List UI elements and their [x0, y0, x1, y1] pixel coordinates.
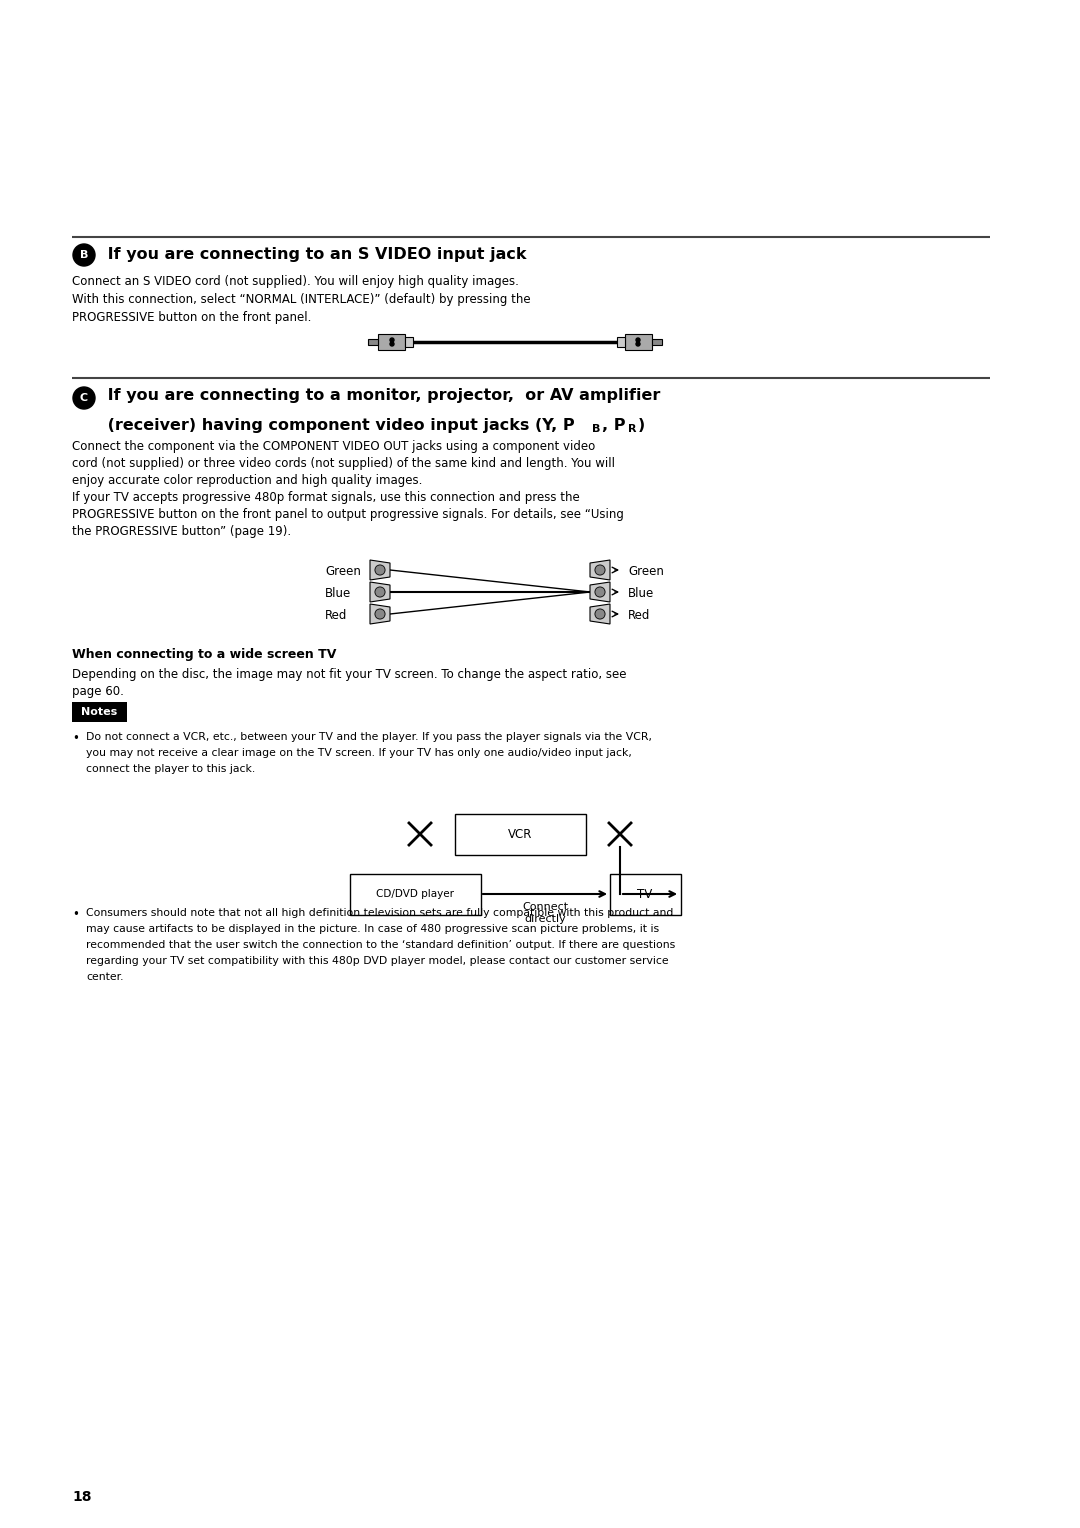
Text: Connect an S VIDEO cord (not supplied). You will enjoy high quality images.: Connect an S VIDEO cord (not supplied). … [72, 275, 518, 287]
Polygon shape [370, 559, 390, 581]
Text: cord (not supplied) or three video cords (not supplied) of the same kind and len: cord (not supplied) or three video cords… [72, 457, 615, 471]
Text: PROGRESSIVE button on the front panel.: PROGRESSIVE button on the front panel. [72, 312, 311, 324]
Text: ): ) [638, 419, 645, 432]
Circle shape [595, 587, 605, 597]
Polygon shape [378, 335, 405, 350]
Polygon shape [370, 604, 390, 623]
Text: If you are connecting to an S VIDEO input jack: If you are connecting to an S VIDEO inpu… [102, 248, 527, 261]
Circle shape [595, 565, 605, 575]
Text: TV: TV [637, 888, 652, 900]
Text: If your TV accepts progressive 480p format signals, use this connection and pres: If your TV accepts progressive 480p form… [72, 490, 580, 504]
Circle shape [595, 610, 605, 619]
Text: center.: center. [86, 972, 123, 983]
FancyBboxPatch shape [609, 874, 680, 914]
Text: Green: Green [325, 565, 361, 578]
FancyBboxPatch shape [72, 701, 127, 723]
Text: connect the player to this jack.: connect the player to this jack. [86, 764, 255, 775]
Polygon shape [625, 335, 652, 350]
Polygon shape [590, 559, 610, 581]
Text: enjoy accurate color reproduction and high quality images.: enjoy accurate color reproduction and hi… [72, 474, 422, 487]
Circle shape [375, 565, 384, 575]
FancyBboxPatch shape [350, 874, 481, 914]
Circle shape [375, 587, 384, 597]
Text: , P: , P [602, 419, 625, 432]
Text: PROGRESSIVE button on the front panel to output progressive signals. For details: PROGRESSIVE button on the front panel to… [72, 507, 624, 521]
Text: Green: Green [627, 565, 664, 578]
Circle shape [73, 244, 95, 266]
Circle shape [636, 342, 640, 345]
Circle shape [390, 338, 394, 342]
Text: you may not receive a clear image on the TV screen. If your TV has only one audi: you may not receive a clear image on the… [86, 749, 632, 758]
Text: Red: Red [325, 610, 348, 622]
FancyBboxPatch shape [652, 339, 662, 345]
Text: Blue: Blue [627, 587, 654, 601]
Text: R: R [627, 423, 636, 434]
FancyBboxPatch shape [455, 813, 585, 854]
Text: •: • [72, 732, 79, 746]
Text: Consumers should note that not all high definition television sets are fully com: Consumers should note that not all high … [86, 908, 673, 918]
Text: Depending on the disc, the image may not fit your TV screen. To change the aspec: Depending on the disc, the image may not… [72, 668, 626, 681]
Circle shape [390, 342, 394, 345]
Circle shape [73, 387, 95, 410]
Text: 18: 18 [72, 1490, 92, 1504]
Polygon shape [370, 582, 390, 602]
Text: Connect the component via the COMPONENT VIDEO OUT jacks using a component video: Connect the component via the COMPONENT … [72, 440, 595, 452]
FancyBboxPatch shape [368, 339, 378, 345]
Text: page 60.: page 60. [72, 685, 124, 698]
Polygon shape [590, 604, 610, 623]
Text: Notes: Notes [81, 707, 117, 717]
Text: C: C [80, 393, 89, 403]
Text: •: • [72, 908, 79, 921]
FancyBboxPatch shape [617, 338, 625, 347]
Polygon shape [590, 582, 610, 602]
Text: Do not connect a VCR, etc., between your TV and the player. If you pass the play: Do not connect a VCR, etc., between your… [86, 732, 652, 743]
Circle shape [636, 338, 640, 342]
FancyBboxPatch shape [405, 338, 413, 347]
Text: Red: Red [627, 610, 650, 622]
Text: CD/DVD player: CD/DVD player [376, 889, 454, 898]
Text: VCR: VCR [508, 828, 532, 840]
Text: the PROGRESSIVE button” (page 19).: the PROGRESSIVE button” (page 19). [72, 526, 292, 538]
Text: recommended that the user switch the connection to the ‘standard definition’ out: recommended that the user switch the con… [86, 940, 675, 950]
Text: regarding your TV set compatibility with this 480p DVD player model, please cont: regarding your TV set compatibility with… [86, 957, 669, 966]
Text: When connecting to a wide screen TV: When connecting to a wide screen TV [72, 648, 336, 662]
Text: If you are connecting to a monitor, projector,  or AV amplifier: If you are connecting to a monitor, proj… [102, 388, 660, 403]
Circle shape [375, 610, 384, 619]
Text: Blue: Blue [325, 587, 351, 601]
Text: Connect
directly: Connect directly [522, 902, 568, 923]
Text: B: B [592, 423, 600, 434]
Text: (receiver) having component video input jacks (Y, P: (receiver) having component video input … [102, 419, 575, 432]
Text: may cause artifacts to be displayed in the picture. In case of 480 progressive s: may cause artifacts to be displayed in t… [86, 924, 659, 934]
Text: B: B [80, 251, 89, 260]
Text: With this connection, select “NORMAL (INTERLACE)” (default) by pressing the: With this connection, select “NORMAL (IN… [72, 293, 530, 306]
